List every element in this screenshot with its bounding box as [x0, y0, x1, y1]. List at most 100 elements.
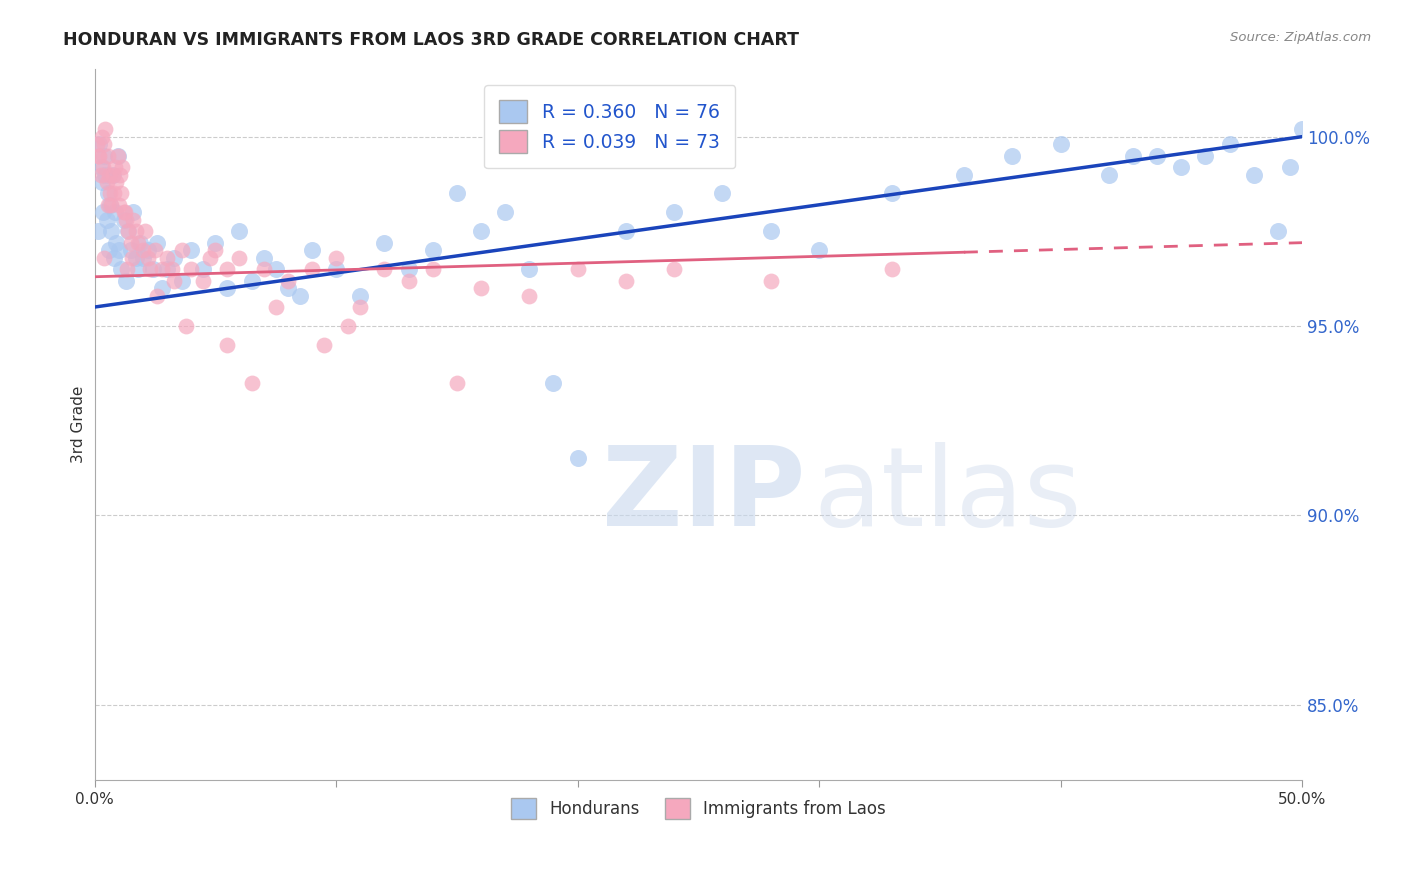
Point — [264, 300, 287, 314]
Point — [90, 160, 112, 174]
Point — [132, 251, 155, 265]
Point — [217, 262, 239, 277]
Point — [146, 235, 169, 250]
Point — [567, 262, 589, 277]
Point — [117, 224, 139, 238]
Point — [193, 262, 215, 277]
Point — [494, 205, 516, 219]
Point — [110, 186, 132, 201]
Point — [156, 251, 179, 265]
Point — [337, 318, 360, 333]
Point — [107, 148, 129, 162]
Point — [143, 244, 166, 258]
Point — [141, 262, 163, 277]
Point — [89, 148, 111, 162]
Point — [105, 235, 128, 250]
Point — [517, 262, 540, 277]
Point — [107, 148, 129, 162]
Point — [132, 244, 155, 258]
Point — [204, 244, 226, 258]
Point — [662, 262, 685, 277]
Point — [953, 168, 976, 182]
Point — [252, 251, 274, 265]
Point — [614, 274, 637, 288]
Point — [87, 148, 110, 162]
Point — [97, 186, 120, 201]
Point — [880, 186, 903, 201]
Point — [120, 235, 142, 250]
Point — [163, 274, 186, 288]
Point — [150, 281, 173, 295]
Point — [200, 251, 222, 265]
Point — [163, 251, 186, 265]
Legend: Hondurans, Immigrants from Laos: Hondurans, Immigrants from Laos — [505, 792, 893, 825]
Point — [517, 288, 540, 302]
Point — [217, 338, 239, 352]
Point — [277, 274, 299, 288]
Point — [543, 376, 565, 390]
Point — [470, 224, 492, 238]
Point — [93, 137, 115, 152]
Point — [180, 244, 202, 258]
Point — [104, 205, 127, 219]
Point — [567, 451, 589, 466]
Point — [422, 262, 444, 277]
Point — [470, 281, 492, 295]
Point — [373, 262, 395, 277]
Point — [127, 235, 149, 250]
Point — [100, 198, 122, 212]
Point — [90, 168, 112, 182]
Point — [115, 213, 138, 227]
Point — [101, 168, 124, 182]
Point — [90, 175, 112, 189]
Point — [91, 160, 114, 174]
Point — [96, 213, 118, 227]
Text: HONDURAN VS IMMIGRANTS FROM LAOS 3RD GRADE CORRELATION CHART: HONDURAN VS IMMIGRANTS FROM LAOS 3RD GRA… — [63, 31, 799, 49]
Point — [127, 262, 149, 277]
Text: atlas: atlas — [813, 442, 1081, 549]
Point — [398, 274, 420, 288]
Point — [105, 175, 128, 189]
Point — [90, 129, 112, 144]
Point — [91, 205, 114, 219]
Point — [264, 262, 287, 277]
Point — [124, 251, 146, 265]
Point — [180, 262, 202, 277]
Point — [97, 148, 120, 162]
Point — [112, 205, 135, 219]
Point — [100, 224, 122, 238]
Point — [301, 262, 323, 277]
Point — [110, 262, 132, 277]
Point — [312, 338, 335, 352]
Point — [228, 224, 250, 238]
Point — [134, 224, 156, 238]
Point — [98, 186, 121, 201]
Point — [1049, 137, 1071, 152]
Point — [139, 262, 162, 277]
Point — [108, 168, 131, 182]
Point — [193, 274, 215, 288]
Point — [156, 262, 179, 277]
Point — [114, 205, 136, 219]
Point — [115, 274, 138, 288]
Point — [240, 274, 263, 288]
Point — [288, 288, 311, 302]
Point — [146, 288, 169, 302]
Point — [1122, 148, 1144, 162]
Point — [121, 251, 143, 265]
Point — [1098, 168, 1121, 182]
Point — [1194, 148, 1216, 162]
Point — [98, 198, 121, 212]
Point — [93, 251, 115, 265]
Point — [129, 235, 152, 250]
Point — [112, 213, 135, 227]
Point — [1170, 160, 1192, 174]
Point — [98, 168, 121, 182]
Point — [277, 281, 299, 295]
Point — [89, 137, 111, 152]
Point — [240, 376, 263, 390]
Point — [1219, 137, 1241, 152]
Point — [1291, 122, 1313, 136]
Point — [160, 262, 183, 277]
Point — [97, 198, 120, 212]
